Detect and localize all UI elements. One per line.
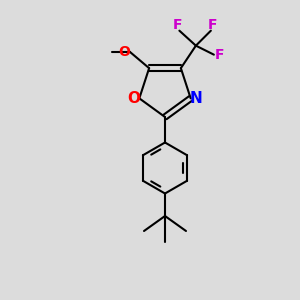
Text: F: F — [215, 48, 225, 62]
Text: O: O — [128, 91, 140, 106]
Text: F: F — [173, 18, 183, 32]
Text: O: O — [118, 45, 130, 59]
Text: F: F — [208, 18, 217, 32]
Text: N: N — [190, 91, 202, 106]
